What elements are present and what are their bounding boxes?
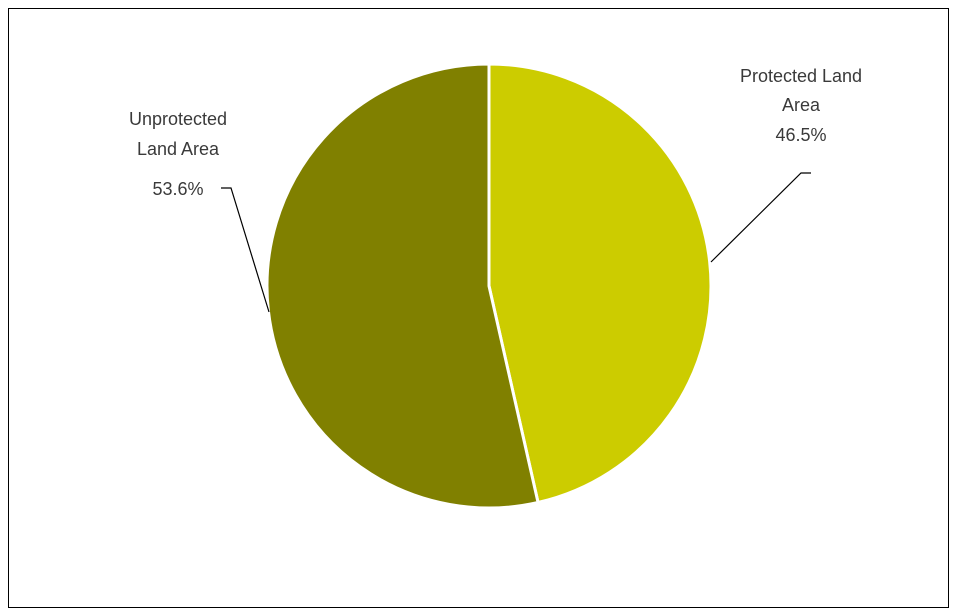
data-label-protected-line2: Area	[782, 95, 821, 115]
pie-slice-protected-land-area	[487, 62, 713, 505]
data-label-unprotected-line2: Land Area	[137, 139, 220, 159]
data-label-unprotected: Unprotected Land Area 53.6%	[129, 109, 227, 199]
pie-slices	[265, 62, 713, 510]
data-label-protected-line1: Protected Land	[740, 66, 862, 86]
data-label-unprotected-value: 53.6%	[152, 179, 203, 199]
leader-line-protected	[710, 172, 811, 263]
data-label-protected: Protected Land Area 46.5%	[740, 66, 862, 145]
pie-chart: Protected Land Area 46.5% Unprotected La…	[129, 62, 862, 510]
leader-line-unprotected	[221, 187, 270, 313]
data-label-protected-value: 46.5%	[775, 125, 826, 145]
data-label-unprotected-line1: Unprotected	[129, 109, 227, 129]
